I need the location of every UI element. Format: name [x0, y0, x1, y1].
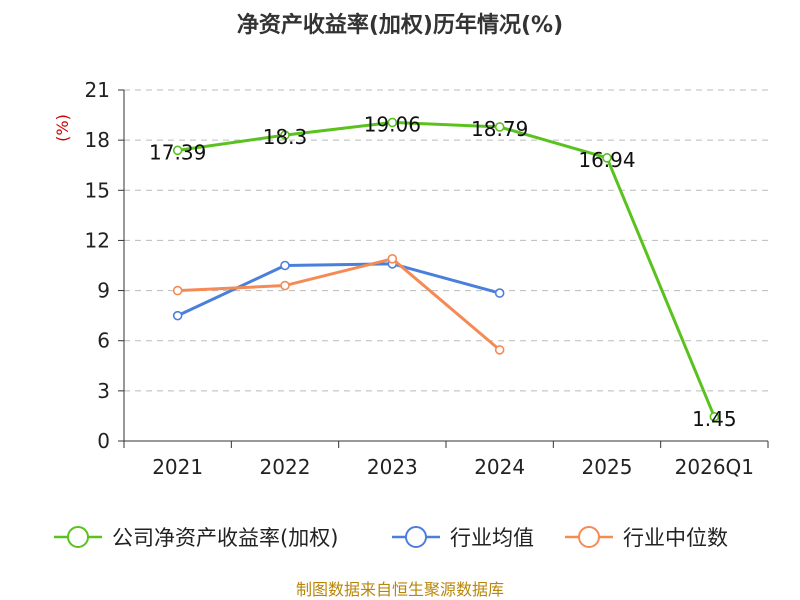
data-point-0: [280, 130, 290, 140]
data-point-0: [602, 153, 612, 163]
y-tick-label: 12: [85, 228, 110, 252]
y-tick-label: 15: [85, 178, 110, 202]
x-tick-label: 2022: [260, 455, 311, 479]
legend-label-0: 公司净资产收益率(加权): [112, 526, 338, 550]
data-point-2: [494, 345, 505, 355]
y-tick-label: 21: [85, 78, 110, 102]
data-point-0: [494, 122, 505, 132]
legend: 公司净资产收益率(加权) 行业均值 行业中位数: [54, 526, 728, 550]
data-point-2: [280, 280, 290, 291]
x-tick-label: 2026Q1: [675, 455, 754, 479]
data-point-0: [172, 145, 183, 156]
data-point-1: [280, 260, 290, 271]
x-tick-label: 2025: [582, 455, 633, 479]
y-tick-label: 6: [97, 329, 110, 353]
data-point-0: [387, 117, 398, 128]
data-point-1: [172, 310, 183, 321]
y-tick-label: 3: [97, 379, 110, 403]
data-label: 1.45: [692, 407, 737, 431]
x-tick-label: 2024: [474, 455, 525, 479]
data-labels: 17.39 18.3 19.06 18.79 16.94 1.45: [149, 112, 737, 430]
x-tick-label: 2023: [367, 455, 418, 479]
data-label: 16.94: [578, 148, 635, 172]
series-lines: [172, 117, 720, 422]
x-tick-label: 2021: [152, 455, 203, 479]
data-point-1: [494, 288, 505, 298]
source-note: 制图数据来自恒生聚源数据库: [296, 580, 504, 599]
y-tick-label: 9: [97, 279, 110, 303]
data-point-2: [172, 285, 183, 296]
data-label: 18.3: [263, 125, 308, 149]
y-tick-label: 18: [85, 128, 110, 152]
data-point-2: [387, 254, 398, 264]
legend-label-2: 行业中位数: [623, 526, 728, 550]
legend-marker-2: [578, 526, 600, 548]
series-line-0: [176, 120, 716, 419]
data-point-0: [709, 411, 720, 422]
legend-marker-1: [405, 526, 427, 548]
axes: 0 3 6 9 12 15 18 21 2021 2022 2023 2024 2025 2026Q1: [85, 78, 769, 479]
chart-title: 净资产收益率(加权)历年情况(%): [237, 12, 563, 38]
y-tick-label: 0: [97, 429, 110, 453]
series-line-1: [176, 262, 502, 318]
data-label: 17.39: [149, 140, 206, 164]
data-label: 19.06: [364, 112, 421, 136]
data-label: 18.79: [471, 117, 528, 141]
legend-marker-0: [67, 526, 89, 548]
legend-label-1: 行业均值: [450, 526, 534, 550]
y-axis-label: (%): [53, 114, 72, 142]
series-line-2: [176, 257, 502, 352]
gridlines: [124, 89, 768, 392]
